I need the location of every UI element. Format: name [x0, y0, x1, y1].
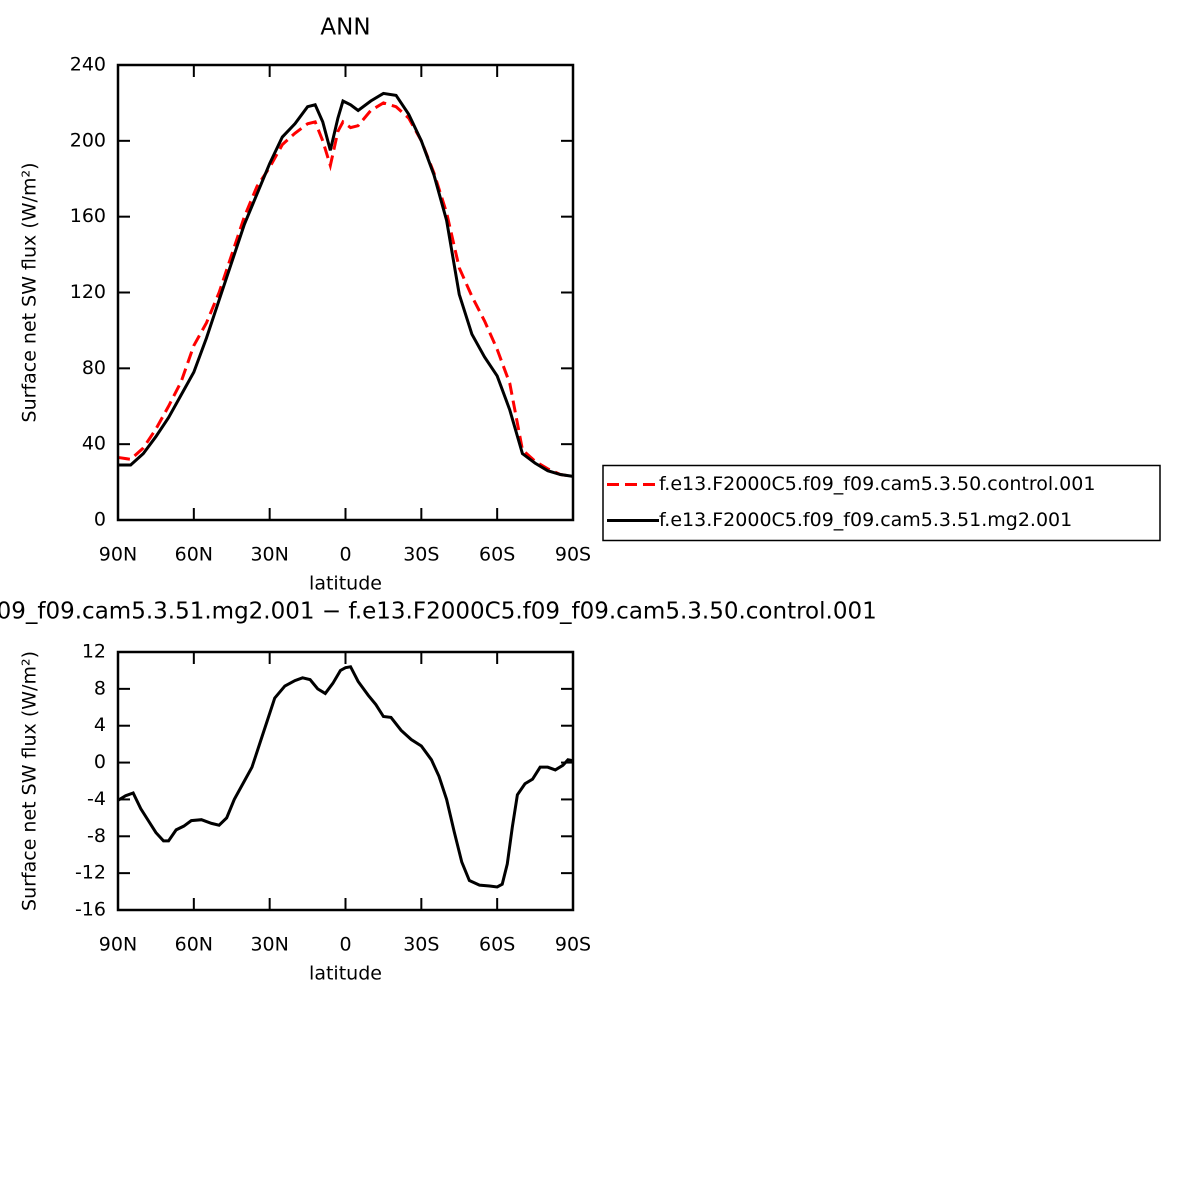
data-line	[117, 101, 574, 478]
x-tick-label: 60S	[479, 934, 515, 956]
legend-label: f.e13.F2000C5.f09_f09.cam5.3.51.mg2.001	[659, 509, 1072, 531]
chart-title: f.e13.F2000C5.f09_f09.cam5.3.51.mg2.001 …	[0, 599, 877, 625]
chart-title: ANN	[320, 15, 370, 41]
x-tick-label: 30S	[403, 544, 439, 566]
x-tick-label: 30N	[250, 934, 288, 956]
x-tick-label: 60N	[175, 934, 213, 956]
x-axis-label: latitude	[309, 573, 382, 595]
legend-label: f.e13.F2000C5.f09_f09.cam5.3.50.control.…	[659, 473, 1095, 495]
x-tick-label: 90N	[99, 544, 137, 566]
x-tick-label: 30S	[403, 934, 439, 956]
y-tick-label: -12	[75, 862, 106, 884]
x-tick-label: 0	[339, 934, 351, 956]
y-tick-label: 40	[82, 433, 106, 455]
x-tick-label: 90S	[555, 544, 591, 566]
y-tick-label: 12	[82, 641, 106, 663]
x-tick-label: 90N	[99, 934, 137, 956]
x-tick-label: 0	[339, 544, 351, 566]
x-axis-label: latitude	[309, 963, 382, 985]
y-tick-label: -8	[87, 825, 106, 847]
x-tick-label: 60S	[479, 544, 515, 566]
y-tick-label: 240	[70, 54, 106, 76]
legend-box	[602, 464, 1161, 542]
data-line	[118, 91, 574, 478]
y-tick-label: 0	[94, 751, 106, 773]
y-tick-label: 4	[94, 714, 106, 736]
x-tick-label: 60N	[175, 544, 213, 566]
y-axis-label: Surface net SW flux (W/m²)	[19, 651, 41, 911]
x-tick-label: 90S	[555, 934, 591, 956]
y-tick-label: 8	[94, 677, 106, 699]
y-tick-label: -16	[75, 899, 106, 921]
y-tick-label: 80	[82, 357, 106, 379]
plot-frame	[116, 63, 575, 522]
data-line	[117, 665, 574, 889]
plot-frame	[116, 650, 575, 912]
y-tick-label: 0	[94, 509, 106, 531]
y-axis-label: Surface net SW flux (W/m²)	[19, 163, 41, 423]
x-tick-label: 30N	[250, 544, 288, 566]
y-tick-label: 120	[70, 281, 106, 303]
y-tick-label: 200	[70, 129, 106, 151]
y-tick-label: -4	[87, 788, 106, 810]
y-tick-label: 160	[70, 205, 106, 227]
